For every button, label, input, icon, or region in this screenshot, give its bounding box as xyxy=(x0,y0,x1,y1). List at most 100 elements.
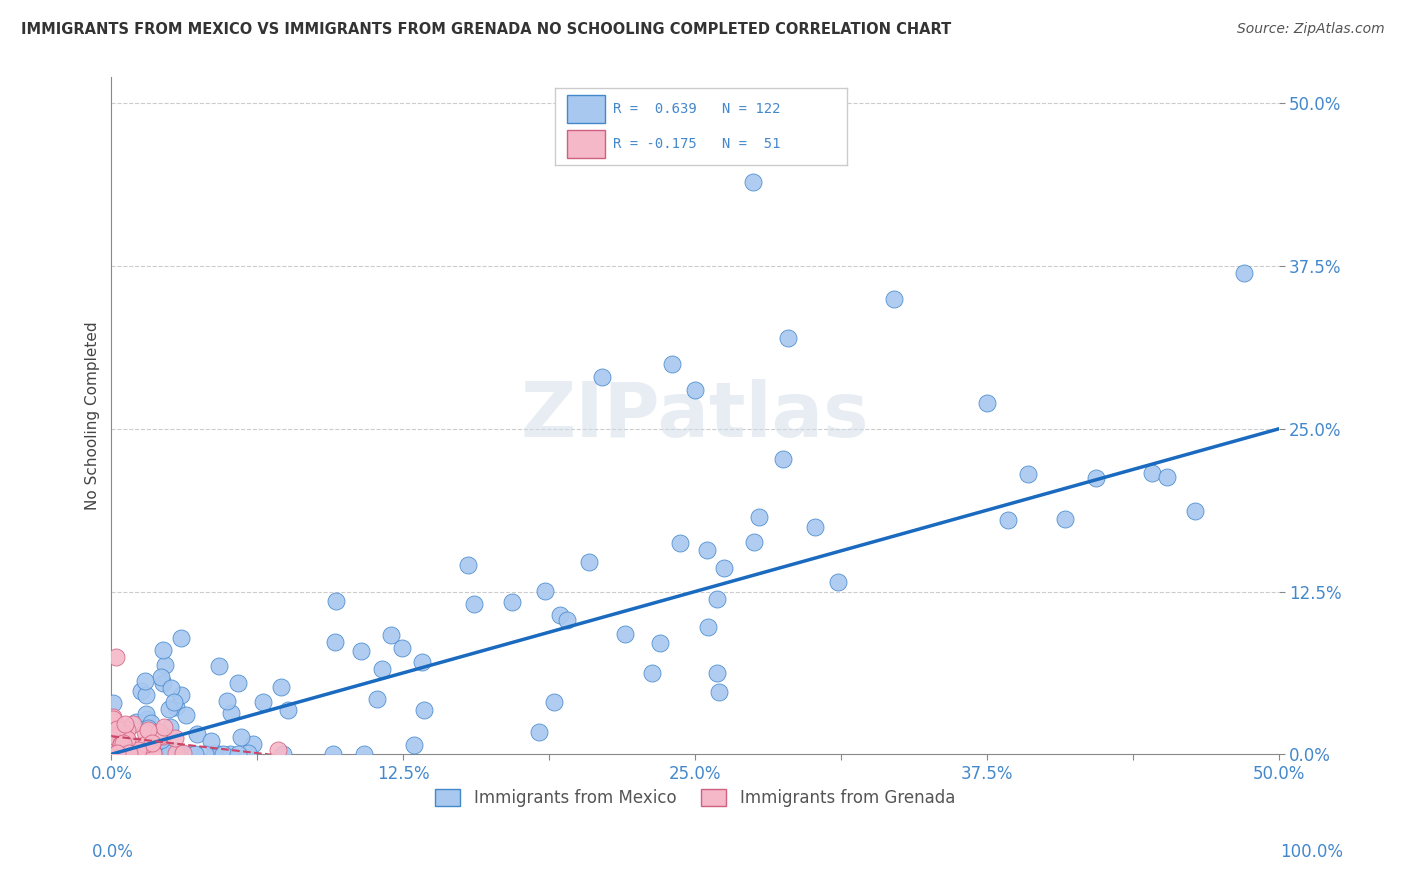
Point xyxy=(208,659,231,673)
Point xyxy=(141,737,163,751)
Point xyxy=(204,746,226,760)
Point xyxy=(402,738,425,752)
Point xyxy=(150,670,173,684)
Point xyxy=(127,743,149,757)
Point xyxy=(614,627,637,641)
Point xyxy=(200,733,222,747)
Point xyxy=(118,746,141,760)
Point xyxy=(118,741,141,756)
Point xyxy=(107,746,129,760)
Point xyxy=(121,747,143,762)
Point xyxy=(111,725,134,739)
Point xyxy=(706,666,728,681)
Point xyxy=(129,743,152,757)
Point xyxy=(101,713,124,727)
Point xyxy=(125,714,148,729)
Point xyxy=(668,536,690,550)
Legend: Immigrants from Mexico, Immigrants from Grenada: Immigrants from Mexico, Immigrants from … xyxy=(429,782,962,814)
Point xyxy=(555,613,578,627)
Point xyxy=(207,747,229,762)
Point xyxy=(174,707,197,722)
Point xyxy=(219,747,242,762)
Point xyxy=(548,607,571,622)
Point xyxy=(101,741,124,756)
Point xyxy=(371,662,394,676)
Point xyxy=(242,738,264,752)
Point xyxy=(134,725,156,739)
Point xyxy=(145,733,167,747)
Point xyxy=(186,727,208,741)
Point xyxy=(115,746,138,760)
Point xyxy=(141,747,163,762)
Point xyxy=(322,747,344,762)
Point xyxy=(114,729,136,743)
Point xyxy=(103,739,125,754)
Point xyxy=(131,747,153,762)
Point xyxy=(143,731,166,745)
Point xyxy=(194,747,217,762)
Point xyxy=(883,292,905,306)
Point xyxy=(118,746,141,760)
Point xyxy=(150,732,173,747)
Point xyxy=(105,718,128,732)
Point xyxy=(142,746,165,760)
Point xyxy=(157,746,180,760)
Point xyxy=(156,747,179,762)
Point xyxy=(1156,469,1178,483)
Point xyxy=(104,730,127,744)
Point xyxy=(136,722,159,736)
Point xyxy=(156,747,179,762)
Point xyxy=(778,331,800,345)
Point xyxy=(125,739,148,753)
Point xyxy=(707,685,730,699)
Point xyxy=(142,747,165,762)
Point xyxy=(105,747,128,762)
Point xyxy=(136,723,159,737)
Point xyxy=(997,513,1019,527)
Point xyxy=(229,730,252,744)
Point xyxy=(1017,467,1039,481)
Point xyxy=(226,747,249,762)
Point xyxy=(148,724,170,739)
Point xyxy=(135,737,157,751)
Point xyxy=(105,649,128,664)
Point xyxy=(112,736,135,750)
Point xyxy=(742,535,765,549)
Point xyxy=(122,747,145,762)
Point xyxy=(543,695,565,709)
Point xyxy=(172,746,194,760)
Point xyxy=(101,715,124,730)
Point xyxy=(152,729,174,743)
Point xyxy=(141,736,163,750)
Point xyxy=(696,543,718,558)
Point xyxy=(165,731,187,746)
Point xyxy=(152,676,174,690)
Point xyxy=(114,747,136,762)
Point xyxy=(115,723,138,738)
Point xyxy=(143,747,166,762)
Point xyxy=(101,696,124,710)
Point xyxy=(105,723,128,737)
Point xyxy=(215,693,238,707)
Point xyxy=(226,675,249,690)
Text: ZIPatlas: ZIPatlas xyxy=(520,379,869,453)
Point xyxy=(976,396,998,410)
Point xyxy=(165,744,187,758)
Point xyxy=(1233,266,1256,280)
Point xyxy=(129,684,152,698)
Point xyxy=(184,747,207,762)
Point xyxy=(350,644,373,658)
Point xyxy=(159,720,181,734)
Point xyxy=(103,746,125,760)
Point xyxy=(132,747,155,762)
Point xyxy=(457,558,479,573)
Point xyxy=(713,560,735,574)
Point xyxy=(111,731,134,745)
Point xyxy=(142,746,165,760)
Point xyxy=(353,747,375,762)
Point xyxy=(742,175,765,189)
Point xyxy=(267,742,290,756)
Point xyxy=(661,357,683,371)
Point xyxy=(221,706,243,720)
Point xyxy=(107,747,129,762)
